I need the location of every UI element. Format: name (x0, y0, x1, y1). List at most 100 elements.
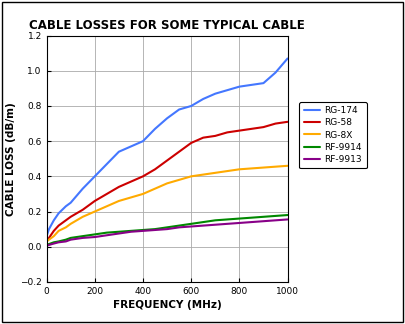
RG-58 (64, 218, 68, 222)
RF-9913 (117, 232, 121, 236)
RF-9914 (56, 239, 61, 243)
RG-174 (261, 81, 266, 85)
RG-58 (80, 208, 85, 212)
RG-174 (44, 234, 49, 238)
RF-9913 (153, 228, 158, 232)
RG-8X (51, 234, 56, 238)
RF-9914 (44, 243, 49, 247)
RG-174 (285, 57, 290, 61)
RG-174 (164, 116, 169, 120)
RG-174 (47, 227, 51, 231)
RF-9914 (80, 234, 85, 238)
RG-174 (153, 127, 158, 131)
RG-8X (213, 171, 218, 175)
RG-8X (201, 173, 206, 177)
RF-9914 (128, 229, 133, 233)
RF-9913 (237, 221, 242, 225)
RG-8X (261, 166, 266, 169)
RG-58 (225, 131, 230, 134)
RF-9913 (141, 229, 145, 233)
RG-58 (164, 158, 169, 162)
RF-9913 (213, 223, 218, 227)
RF-9914 (68, 236, 73, 240)
RG-8X (56, 229, 61, 233)
RG-58 (261, 125, 266, 129)
Line: RF-9913: RF-9913 (47, 219, 288, 246)
RG-58 (56, 224, 61, 227)
Line: RF-9914: RF-9914 (47, 215, 288, 245)
RG-8X (47, 238, 51, 242)
RF-9913 (64, 239, 68, 243)
RF-9913 (261, 219, 266, 223)
RF-9914 (104, 231, 109, 235)
RF-9913 (189, 225, 194, 228)
RF-9914 (261, 215, 266, 219)
RG-58 (213, 134, 218, 138)
RF-9913 (56, 240, 61, 244)
Title: CABLE LOSSES FOR SOME TYPICAL CABLE: CABLE LOSSES FOR SOME TYPICAL CABLE (29, 19, 305, 32)
RG-174 (201, 97, 206, 101)
RG-58 (51, 229, 56, 233)
RG-174 (104, 162, 109, 166)
RG-8X (128, 195, 133, 199)
RG-174 (117, 150, 121, 154)
RG-8X (225, 169, 230, 173)
X-axis label: FREQUENCY (MHz): FREQUENCY (MHz) (113, 300, 222, 310)
Y-axis label: CABLE LOSS (dB/m): CABLE LOSS (dB/m) (6, 102, 16, 216)
RG-174 (189, 104, 194, 108)
RG-8X (64, 226, 68, 229)
RG-174 (225, 88, 230, 92)
RG-8X (285, 164, 290, 168)
RF-9913 (44, 244, 49, 248)
RG-174 (273, 71, 278, 75)
RF-9914 (141, 228, 145, 232)
RG-58 (104, 192, 109, 196)
RF-9914 (92, 232, 97, 236)
RG-58 (273, 122, 278, 125)
RF-9913 (249, 220, 254, 224)
RF-9914 (177, 224, 181, 227)
RF-9914 (273, 214, 278, 218)
RG-8X (80, 215, 85, 219)
RF-9914 (153, 227, 158, 231)
RG-58 (189, 141, 194, 145)
RG-8X (249, 167, 254, 170)
RF-9914 (225, 217, 230, 221)
RG-58 (249, 127, 254, 131)
RG-58 (92, 199, 97, 203)
RG-8X (117, 199, 121, 203)
RF-9914 (213, 218, 218, 222)
RG-8X (92, 210, 97, 214)
RG-174 (141, 139, 145, 143)
RF-9914 (117, 230, 121, 234)
RF-9913 (273, 218, 278, 222)
RG-8X (189, 174, 194, 178)
RF-9914 (237, 217, 242, 221)
RG-174 (80, 187, 85, 191)
RG-8X (237, 168, 242, 171)
RF-9914 (51, 240, 56, 244)
RF-9914 (201, 220, 206, 224)
RG-8X (273, 165, 278, 168)
RF-9913 (92, 235, 97, 239)
Legend: RG-174, RG-58, RG-8X, RF-9914, RF-9913: RG-174, RG-58, RG-8X, RF-9914, RF-9913 (299, 102, 367, 168)
RG-174 (213, 92, 218, 96)
RG-8X (164, 181, 169, 185)
RF-9914 (249, 216, 254, 220)
RG-58 (117, 185, 121, 189)
RG-8X (141, 192, 145, 196)
RF-9914 (189, 222, 194, 226)
RG-174 (249, 83, 254, 87)
RG-58 (201, 136, 206, 140)
RF-9913 (80, 236, 85, 240)
RF-9914 (47, 242, 51, 246)
RF-9913 (225, 222, 230, 226)
RG-58 (177, 150, 181, 154)
RG-174 (237, 85, 242, 88)
RG-8X (104, 204, 109, 208)
RG-58 (237, 129, 242, 133)
RG-58 (68, 215, 73, 219)
RF-9913 (47, 243, 51, 247)
RG-174 (64, 204, 68, 208)
RF-9914 (285, 213, 290, 217)
